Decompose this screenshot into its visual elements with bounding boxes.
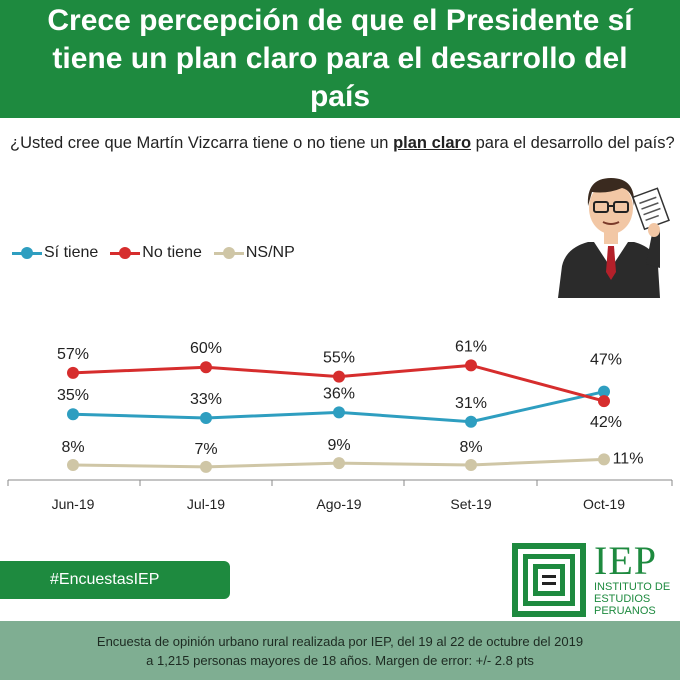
question-emphasis: plan claro	[393, 134, 472, 152]
line-chart: Jun-19 Jul-19 Ago-19 Set-19 Oct-19 35% 33% 36%…	[7, 338, 673, 512]
data-label-no-tiene: 55%	[323, 350, 355, 367]
x-tick-label: Set-19	[450, 496, 491, 512]
data-point-ns-np	[598, 453, 610, 466]
footer-note: Encuesta de opinión urbano rural realiza…	[0, 621, 680, 680]
iep-logo: IEP INSTITUTO DE ESTUDIOS PERUANOS	[510, 541, 680, 619]
data-label-ns-np: 7%	[194, 441, 217, 458]
data-label-ns-np: 8%	[61, 439, 84, 456]
question-text-after: para el desarrollo del país?	[471, 134, 675, 152]
iep-logo-mark	[512, 543, 586, 617]
page-title: Crece percepción de que el Presidente sí…	[47, 4, 633, 113]
header-banner: Crece percepción de que el Presidente sí…	[0, 0, 680, 118]
data-point-si-tiene	[200, 412, 212, 424]
legend-item-no-tiene: No tiene	[110, 244, 202, 262]
data-point-ns-np	[67, 459, 79, 471]
data-label-ns-np: 11%	[613, 450, 644, 467]
logo-line-3: PERUANOS	[594, 605, 656, 617]
data-label-no-tiene: 61%	[455, 338, 487, 355]
data-label-si-tiene: 31%	[455, 395, 487, 412]
data-point-no-tiene	[200, 361, 212, 374]
legend-item-si-tiene: Sí tiene	[12, 244, 98, 262]
question-text-before: ¿Usted cree que Martín Vizcarra tiene o …	[10, 134, 394, 152]
x-tick-label: Jun-19	[52, 496, 95, 512]
x-tick-label: Ago-19	[316, 496, 361, 512]
legend-marker-no-tiene	[110, 246, 141, 260]
data-label-no-tiene: 42%	[590, 414, 622, 431]
data-label-si-tiene: 36%	[323, 385, 355, 402]
footer-line-1: Encuesta de opinión urbano rural realiza…	[96, 634, 584, 649]
footer-line-2: a 1,215 personas mayores de 18 años. Mar…	[146, 653, 534, 668]
businessman-illustration	[558, 178, 670, 298]
legend-marker-si-tiene	[12, 246, 42, 260]
data-label-no-tiene: 57%	[57, 346, 89, 363]
data-label-no-tiene: 60%	[190, 340, 222, 357]
legend-marker-ns-np	[213, 246, 244, 260]
data-label-ns-np: 8%	[459, 439, 482, 456]
data-label-ns-np: 9%	[327, 437, 350, 454]
data-point-no-tiene	[67, 366, 79, 379]
chart-legend: Sí tiene No tiene NS/NP	[12, 244, 307, 262]
data-label-si-tiene: 33%	[190, 391, 222, 408]
logo-line-1: INSTITUTO DE	[594, 581, 671, 593]
x-tick-label: Jul-19	[187, 496, 225, 512]
legend-item-ns-np: NS/NP	[213, 244, 295, 262]
legend-label-si-tiene: Sí tiene	[44, 244, 99, 261]
logo-line-2: ESTUDIOS	[594, 593, 651, 605]
data-point-no-tiene	[598, 395, 610, 408]
data-point-no-tiene	[465, 359, 477, 372]
data-point-si-tiene	[333, 406, 345, 419]
legend-label-no-tiene: No tiene	[142, 244, 202, 261]
data-label-si-tiene: 35%	[57, 387, 89, 404]
data-point-ns-np	[465, 459, 477, 471]
data-label-si-tiene: 47%	[590, 352, 622, 369]
x-tick-label: Oct-19	[583, 496, 625, 512]
data-point-ns-np	[333, 457, 345, 470]
hashtag-badge: #EncuestasIEP	[0, 561, 230, 599]
legend-label-ns-np: NS/NP	[245, 244, 295, 261]
data-point-no-tiene	[333, 370, 345, 383]
logo-abbreviation: IEP	[594, 538, 657, 583]
data-point-ns-np	[200, 460, 212, 473]
survey-question: ¿Usted cree que Martín Vizcarra tiene o …	[10, 131, 675, 155]
data-point-si-tiene	[67, 408, 79, 421]
data-point-si-tiene	[465, 415, 477, 428]
data-point-si-tiene	[598, 385, 610, 398]
